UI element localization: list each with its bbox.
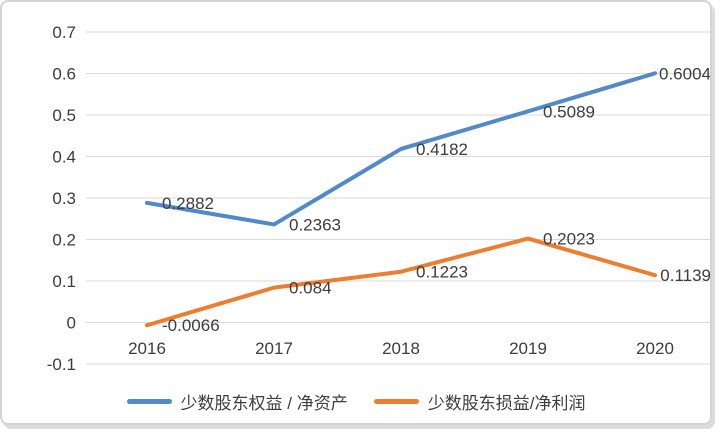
chart-card: 0.7 0.6 0.5 0.4 0.3 0.2 0.1 0 -0.1 2016 2017 2018 20… (0, 0, 712, 425)
legend-line-swatch-orange (373, 399, 419, 404)
y-axis-tick-label: 0.3 (52, 189, 76, 208)
x-axis-tick-label: 2020 (636, 339, 674, 358)
y-axis-tick-label: 0.7 (52, 23, 76, 42)
y-axis-tick-label: 0.4 (52, 147, 76, 166)
data-point-label: 0.1223 (416, 263, 468, 282)
x-axis-tick-label: 2018 (382, 339, 420, 358)
data-point-label: 0.4182 (416, 140, 468, 159)
chart-legend: 少数股东权益 / 净资产 少数股东损益/净利润 (2, 389, 710, 414)
data-point-label: 0.6004 (659, 64, 710, 83)
data-point-label: 0.2023 (543, 229, 595, 248)
y-axis-tick-label: 0.6 (52, 64, 76, 83)
legend-item-minority-equity-ratio: 少数股东权益 / 净资产 (126, 389, 348, 414)
legend-label-minority-profit-ratio: 少数股东损益/净利润 (427, 394, 586, 413)
legend-line-swatch-blue (126, 399, 172, 404)
data-point-label: 0.2882 (162, 194, 214, 213)
legend-label-minority-equity-ratio: 少数股东权益 / 净资产 (180, 394, 348, 413)
data-point-label: 0.5089 (543, 102, 595, 121)
series-line-1 (145, 236, 657, 328)
data-point-label: -0.0066 (162, 316, 220, 335)
y-axis-tick-label: 0.1 (52, 272, 76, 291)
y-axis-tick-label: 0 (67, 313, 76, 332)
data-point-label: 0.2363 (289, 215, 341, 234)
y-axis-tick-label: 0.2 (52, 230, 76, 249)
x-axis-tick-label: 2017 (255, 339, 293, 358)
x-axis-tick-label: 2016 (128, 339, 166, 358)
y-axis-tick-label: -0.1 (47, 355, 76, 374)
x-axis-tick-label: 2019 (509, 339, 547, 358)
line-chart-plot-area: 0.7 0.6 0.5 0.4 0.3 0.2 0.1 0 -0.1 2016 2017 2018 20… (47, 23, 710, 374)
data-point-label: 0.1139 (660, 266, 710, 285)
series-line-0 (145, 71, 657, 227)
y-axis-tick-label: 0.5 (52, 106, 76, 125)
data-point-label: 0.084 (289, 279, 332, 298)
legend-item-minority-profit-ratio: 少数股东损益/净利润 (373, 389, 586, 414)
